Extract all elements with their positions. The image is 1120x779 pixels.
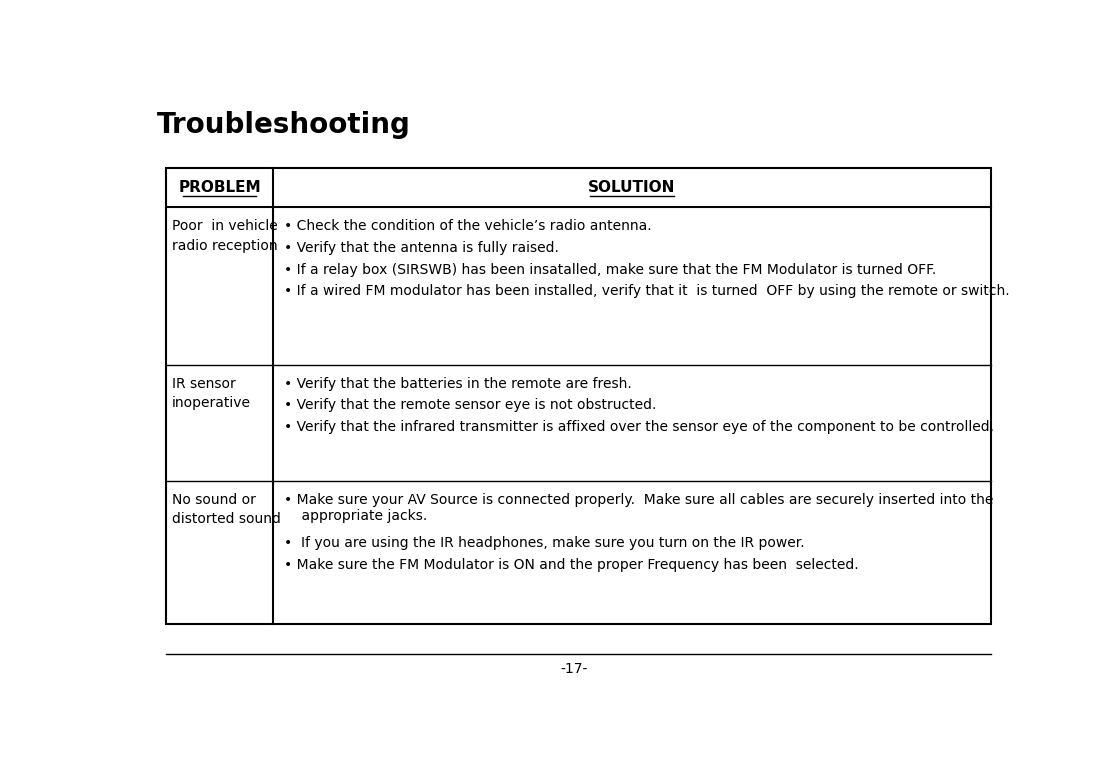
Text: No sound or
distorted sound: No sound or distorted sound [172,493,281,527]
Text: SOLUTION: SOLUTION [588,181,675,196]
Text: PROBLEM: PROBLEM [178,181,261,196]
Text: Troubleshooting: Troubleshooting [157,111,411,139]
Text: • Verify that the antenna is fully raised.: • Verify that the antenna is fully raise… [283,241,559,255]
Text: -17-: -17- [560,662,588,676]
Text: • Verify that the batteries in the remote are fresh.: • Verify that the batteries in the remot… [283,377,632,391]
Text: • If a relay box (SIRSWB) has been insatalled, make sure that the FM Modulator i: • If a relay box (SIRSWB) has been insat… [283,263,936,277]
Text: Poor  in vehicle
radio reception: Poor in vehicle radio reception [172,220,278,253]
Text: • Verify that the infrared transmitter is affixed over the sensor eye of the com: • Verify that the infrared transmitter i… [283,420,993,434]
Text: • Make sure your AV Source is connected properly.  Make sure all cables are secu: • Make sure your AV Source is connected … [283,493,993,523]
Text: • Make sure the FM Modulator is ON and the proper Frequency has been  selected.: • Make sure the FM Modulator is ON and t… [283,558,858,572]
Text: IR sensor
inoperative: IR sensor inoperative [172,377,251,411]
Text: • Check the condition of the vehicle’s radio antenna.: • Check the condition of the vehicle’s r… [283,220,651,234]
Bar [166,168,990,624]
Text: •  If you are using the IR headphones, make sure you turn on the IR power.: • If you are using the IR headphones, ma… [283,536,804,550]
Text: • Verify that the remote sensor eye is not obstructed.: • Verify that the remote sensor eye is n… [283,398,656,412]
Text: • If a wired FM modulator has been installed, verify that it  is turned  OFF by : • If a wired FM modulator has been insta… [283,284,1009,298]
